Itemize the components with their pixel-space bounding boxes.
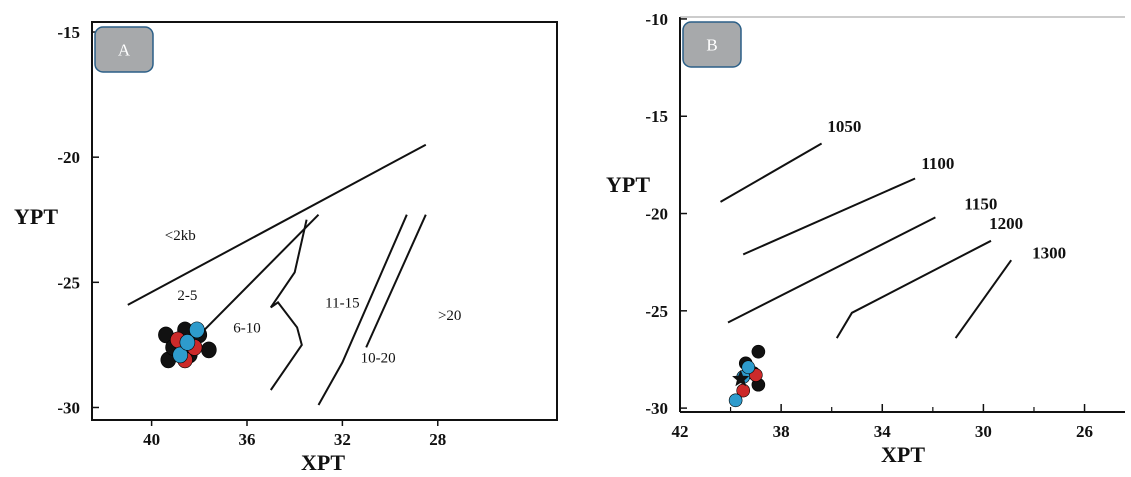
panel-a-x-tick-label: 28: [429, 430, 446, 449]
panel-b-data-point: [728, 393, 743, 408]
panel-b-isotherm-label: 1200: [989, 214, 1023, 233]
panel-a-y-tick-label: -25: [57, 273, 80, 292]
panel-b-isotherm-line: [835, 239, 992, 339]
panel-a-y-tick-label: -15: [57, 23, 80, 42]
panel-b-x-tick-label: 30: [975, 422, 992, 441]
panel-b-isotherm-label: 1050: [827, 117, 861, 136]
panel-b-x-tick-label: 26: [1076, 422, 1093, 441]
panel-a-x-tick-label: 40: [143, 430, 160, 449]
panel-a-badge-label: A: [118, 41, 131, 60]
panel-a-field-label: 10-20: [361, 350, 396, 366]
panel-a-data-point: [172, 346, 189, 364]
panel-b-isotherm-line: [719, 142, 823, 203]
panel-a-field-boundary-line: [365, 214, 427, 348]
panel-b-isotherm-line: [742, 177, 916, 256]
panel-a-y-tick-label: -20: [57, 148, 80, 167]
panel-b-y-tick-label: -15: [645, 107, 668, 126]
panel-b-y-tick-label: -25: [645, 302, 668, 321]
panel-a-x-tick-label: 36: [239, 430, 256, 449]
panel-b-x-tick-label: 42: [672, 422, 689, 441]
panel-b-isotherm-label: 1150: [964, 195, 997, 214]
panel-a-field-label: >20: [438, 308, 461, 324]
panel-a-data-point: [201, 341, 217, 359]
panel-a-field-label: 6-10: [233, 320, 261, 336]
panel-a-field-boundary-line: [317, 214, 408, 406]
panel-b-x-tick-label: 34: [874, 422, 892, 441]
panel-b-y-tick-label: -30: [645, 399, 668, 418]
panel-b-badge-label: B: [706, 36, 717, 55]
panel-b-x-tick-label: 38: [773, 422, 790, 441]
panel-b-x-axis-title: XPT: [881, 442, 925, 467]
panel-b-data-point: [741, 360, 756, 375]
panel-a-field-boundary-line: [269, 219, 308, 391]
panel-a-field-boundary-line: [196, 213, 320, 339]
panel-b-y-tick-label: -20: [645, 205, 668, 224]
panel-b-data-point: [751, 344, 766, 359]
panel-b-y-tick-label: -10: [645, 10, 668, 29]
panel-b-isotherm-label: 1300: [1032, 243, 1066, 262]
panel-a-y-axis-title: YPT: [14, 204, 58, 229]
panel-b-y-axis-title: YPT: [606, 172, 650, 197]
panel-a-x-tick-label: 32: [334, 430, 351, 449]
panel-b-isotherm-line: [727, 216, 936, 324]
panel-a-data-point: [179, 334, 196, 351]
panel-a-x-axis-title: XPT: [301, 450, 345, 475]
panel-a-plot-frame: [91, 21, 558, 421]
panel-a-badge: [94, 26, 154, 73]
panel-a-y-tick-label: -30: [57, 398, 80, 417]
panel-a-field-boundary-line: [127, 143, 427, 306]
panel-a-field-label: 2-5: [177, 288, 197, 304]
panel-b-badge: [682, 21, 742, 68]
panel-b-isotherm-label: 1100: [921, 154, 954, 173]
panel-a-data-point: [189, 321, 205, 339]
panel-a-field-label: <2kb: [165, 228, 196, 244]
panel-b-star-marker: [732, 369, 750, 387]
panel-b-isotherm-line: [954, 259, 1013, 339]
panel-a-field-label: 11-15: [325, 295, 359, 311]
